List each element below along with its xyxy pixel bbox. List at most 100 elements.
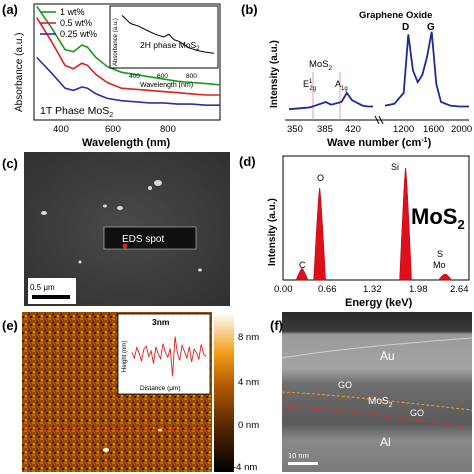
- tem-background: [282, 312, 472, 472]
- height-profile-line: [131, 336, 207, 377]
- x-axis-label: Energy (keV): [345, 297, 413, 309]
- panel-d-label: (d): [239, 154, 256, 169]
- au-interface: [281, 337, 473, 359]
- panel-b-label: (b): [241, 2, 258, 17]
- eds-spot-label: EDS spot: [122, 234, 164, 245]
- inset-2h-phase: 2H phase MoS2 400 600 800 Wavelength (nm…: [109, 5, 219, 89]
- layer-label-mos2: MoS2: [368, 396, 393, 409]
- panel-d: (d) MoS2 C O Si S Mo 0.00 0.66 1.32 1.98…: [237, 150, 474, 310]
- y-axis-label: Intensity (a.u.): [267, 198, 278, 266]
- sem-image: EDS spot 0.5 μm (c): [2, 152, 230, 306]
- xtick-264: 2.64: [450, 284, 469, 295]
- peak-label-mo: Mo: [433, 260, 446, 270]
- graphene-oxide-label: Graphene Oxide: [359, 10, 432, 21]
- eds-spot-marker: [122, 243, 128, 249]
- series-line-0: [36, 5, 221, 86]
- inset-ylabel: Absorbance (a.u.): [113, 18, 119, 66]
- xtick-600: 600: [105, 124, 121, 135]
- peak-label-si: Si: [391, 162, 399, 172]
- series-line-2: [36, 56, 220, 106]
- particle: [41, 211, 47, 215]
- xtick-2000: 2000: [451, 124, 472, 135]
- xtick-1200: 1200: [393, 124, 414, 135]
- mos2-label: MoS2: [309, 59, 333, 72]
- scale-bar: [32, 295, 70, 299]
- plot-frame: [33, 3, 221, 121]
- mos2-big-label: MoS2: [411, 204, 465, 232]
- height-profile-inset: 3nm Distance (μm) Height (nm): [117, 313, 211, 395]
- axis-break-1: [374, 115, 380, 125]
- layer-label-go-top: GO: [338, 380, 352, 390]
- peak-label-s: S: [437, 249, 443, 259]
- particle: [154, 180, 162, 186]
- panel-c: EDS spot 0.5 μm (c): [0, 150, 237, 310]
- inset-xtick-400: 400: [129, 73, 140, 80]
- go-lower-boundary: [281, 405, 473, 429]
- a1g-label: A1g: [335, 79, 348, 92]
- afm-image: 3nm Distance (μm) Height (nm) 8 nm 4 nm …: [2, 312, 259, 473]
- legend: 1 wt% 0.5 wt% 0.25 wt%: [40, 7, 97, 39]
- xtick-198: 1.98: [409, 284, 428, 295]
- scale-bar: [288, 462, 318, 465]
- panel-e-label: (e): [2, 318, 18, 333]
- x-axis-label: Wave number (cm-1): [327, 137, 432, 149]
- raman-line-1: [384, 31, 469, 108]
- inset-title: 2H phase MoS2: [140, 40, 200, 52]
- x-axis-label: Wavelength (nm): [82, 137, 171, 149]
- inset-ylabel: Height (nm): [122, 341, 128, 372]
- eds-peak-si: [399, 167, 412, 281]
- xtick-066: 0.66: [318, 284, 337, 295]
- afm-particle: [103, 448, 109, 452]
- particle: [103, 204, 107, 208]
- particle: [117, 206, 123, 210]
- inset-frame: [117, 313, 211, 395]
- xtick-350: 350: [287, 124, 303, 135]
- xtick-000: 0.00: [274, 284, 293, 295]
- peak-label-o: O: [317, 173, 324, 183]
- colorbar: [214, 312, 234, 472]
- xtick-132: 1.32: [363, 284, 382, 295]
- legend-label-05wt: 0.5 wt%: [60, 18, 92, 28]
- inset-xlabel: Wavelength (nm): [140, 82, 193, 89]
- raman-chart: (b) Graphene Oxide D G MoS2 E1 2g A1g 350…: [241, 2, 472, 149]
- inset-xtick-600: 600: [157, 73, 168, 80]
- eds-peak-mo: [437, 273, 451, 281]
- inset-series-line: [121, 15, 215, 54]
- peak-label-c: C: [299, 260, 306, 270]
- legend-label-025wt: 0.25 wt%: [60, 29, 97, 39]
- inset-xtick-800: 800: [186, 73, 197, 80]
- panel-c-label: (c): [2, 156, 18, 171]
- inset-title: 3nm: [152, 317, 170, 327]
- panel-e: 3nm Distance (μm) Height (nm) 8 nm 4 nm …: [0, 310, 270, 474]
- series-line-1: [36, 17, 220, 96]
- colorbar-tick-neg4: -4 nm: [233, 462, 257, 473]
- e2g-label: E1 2g: [303, 79, 316, 92]
- legend-label-1wt: 1 wt%: [60, 7, 85, 17]
- go-upper-boundary: [281, 391, 473, 411]
- xtick-800: 800: [160, 124, 176, 135]
- panel-a-label: (a): [2, 2, 18, 17]
- plot-frame: [282, 155, 470, 281]
- colorbar-tick-0: 0 nm: [238, 420, 259, 431]
- phase-annotation: 1T Phase MoS2: [40, 105, 113, 119]
- xtick-400: 400: [53, 124, 69, 135]
- eds-peak-o: [313, 187, 326, 281]
- uv-vis-chart: (a) 1 wt% 0.5 wt% 0.25 wt% 2H phase MoS2…: [2, 2, 221, 149]
- y-axis-label: Absorbance (a.u.): [14, 33, 25, 113]
- panel-a: (a) 1 wt% 0.5 wt% 0.25 wt% 2H phase MoS2…: [0, 0, 237, 150]
- y-axis-label: Intensity (a.u.): [269, 40, 280, 108]
- xtick-385: 385: [317, 124, 333, 135]
- xtick-420: 420: [345, 124, 361, 135]
- afm-particle: [158, 428, 162, 432]
- raman-line-0: [288, 91, 373, 111]
- layer-label-au: Au: [380, 349, 395, 363]
- particle: [148, 186, 152, 190]
- scale-bar-label: 0.5 μm: [30, 283, 55, 292]
- eds-chart: (d) MoS2 C O Si S Mo 0.00 0.66 1.32 1.98…: [239, 154, 470, 309]
- g-band-label: G: [427, 22, 435, 33]
- particle: [78, 260, 82, 264]
- d-band-label: D: [402, 22, 409, 33]
- scale-bar-box: [28, 278, 76, 304]
- panel-f-label: (f): [270, 318, 283, 333]
- eds-spot-box: [103, 226, 197, 250]
